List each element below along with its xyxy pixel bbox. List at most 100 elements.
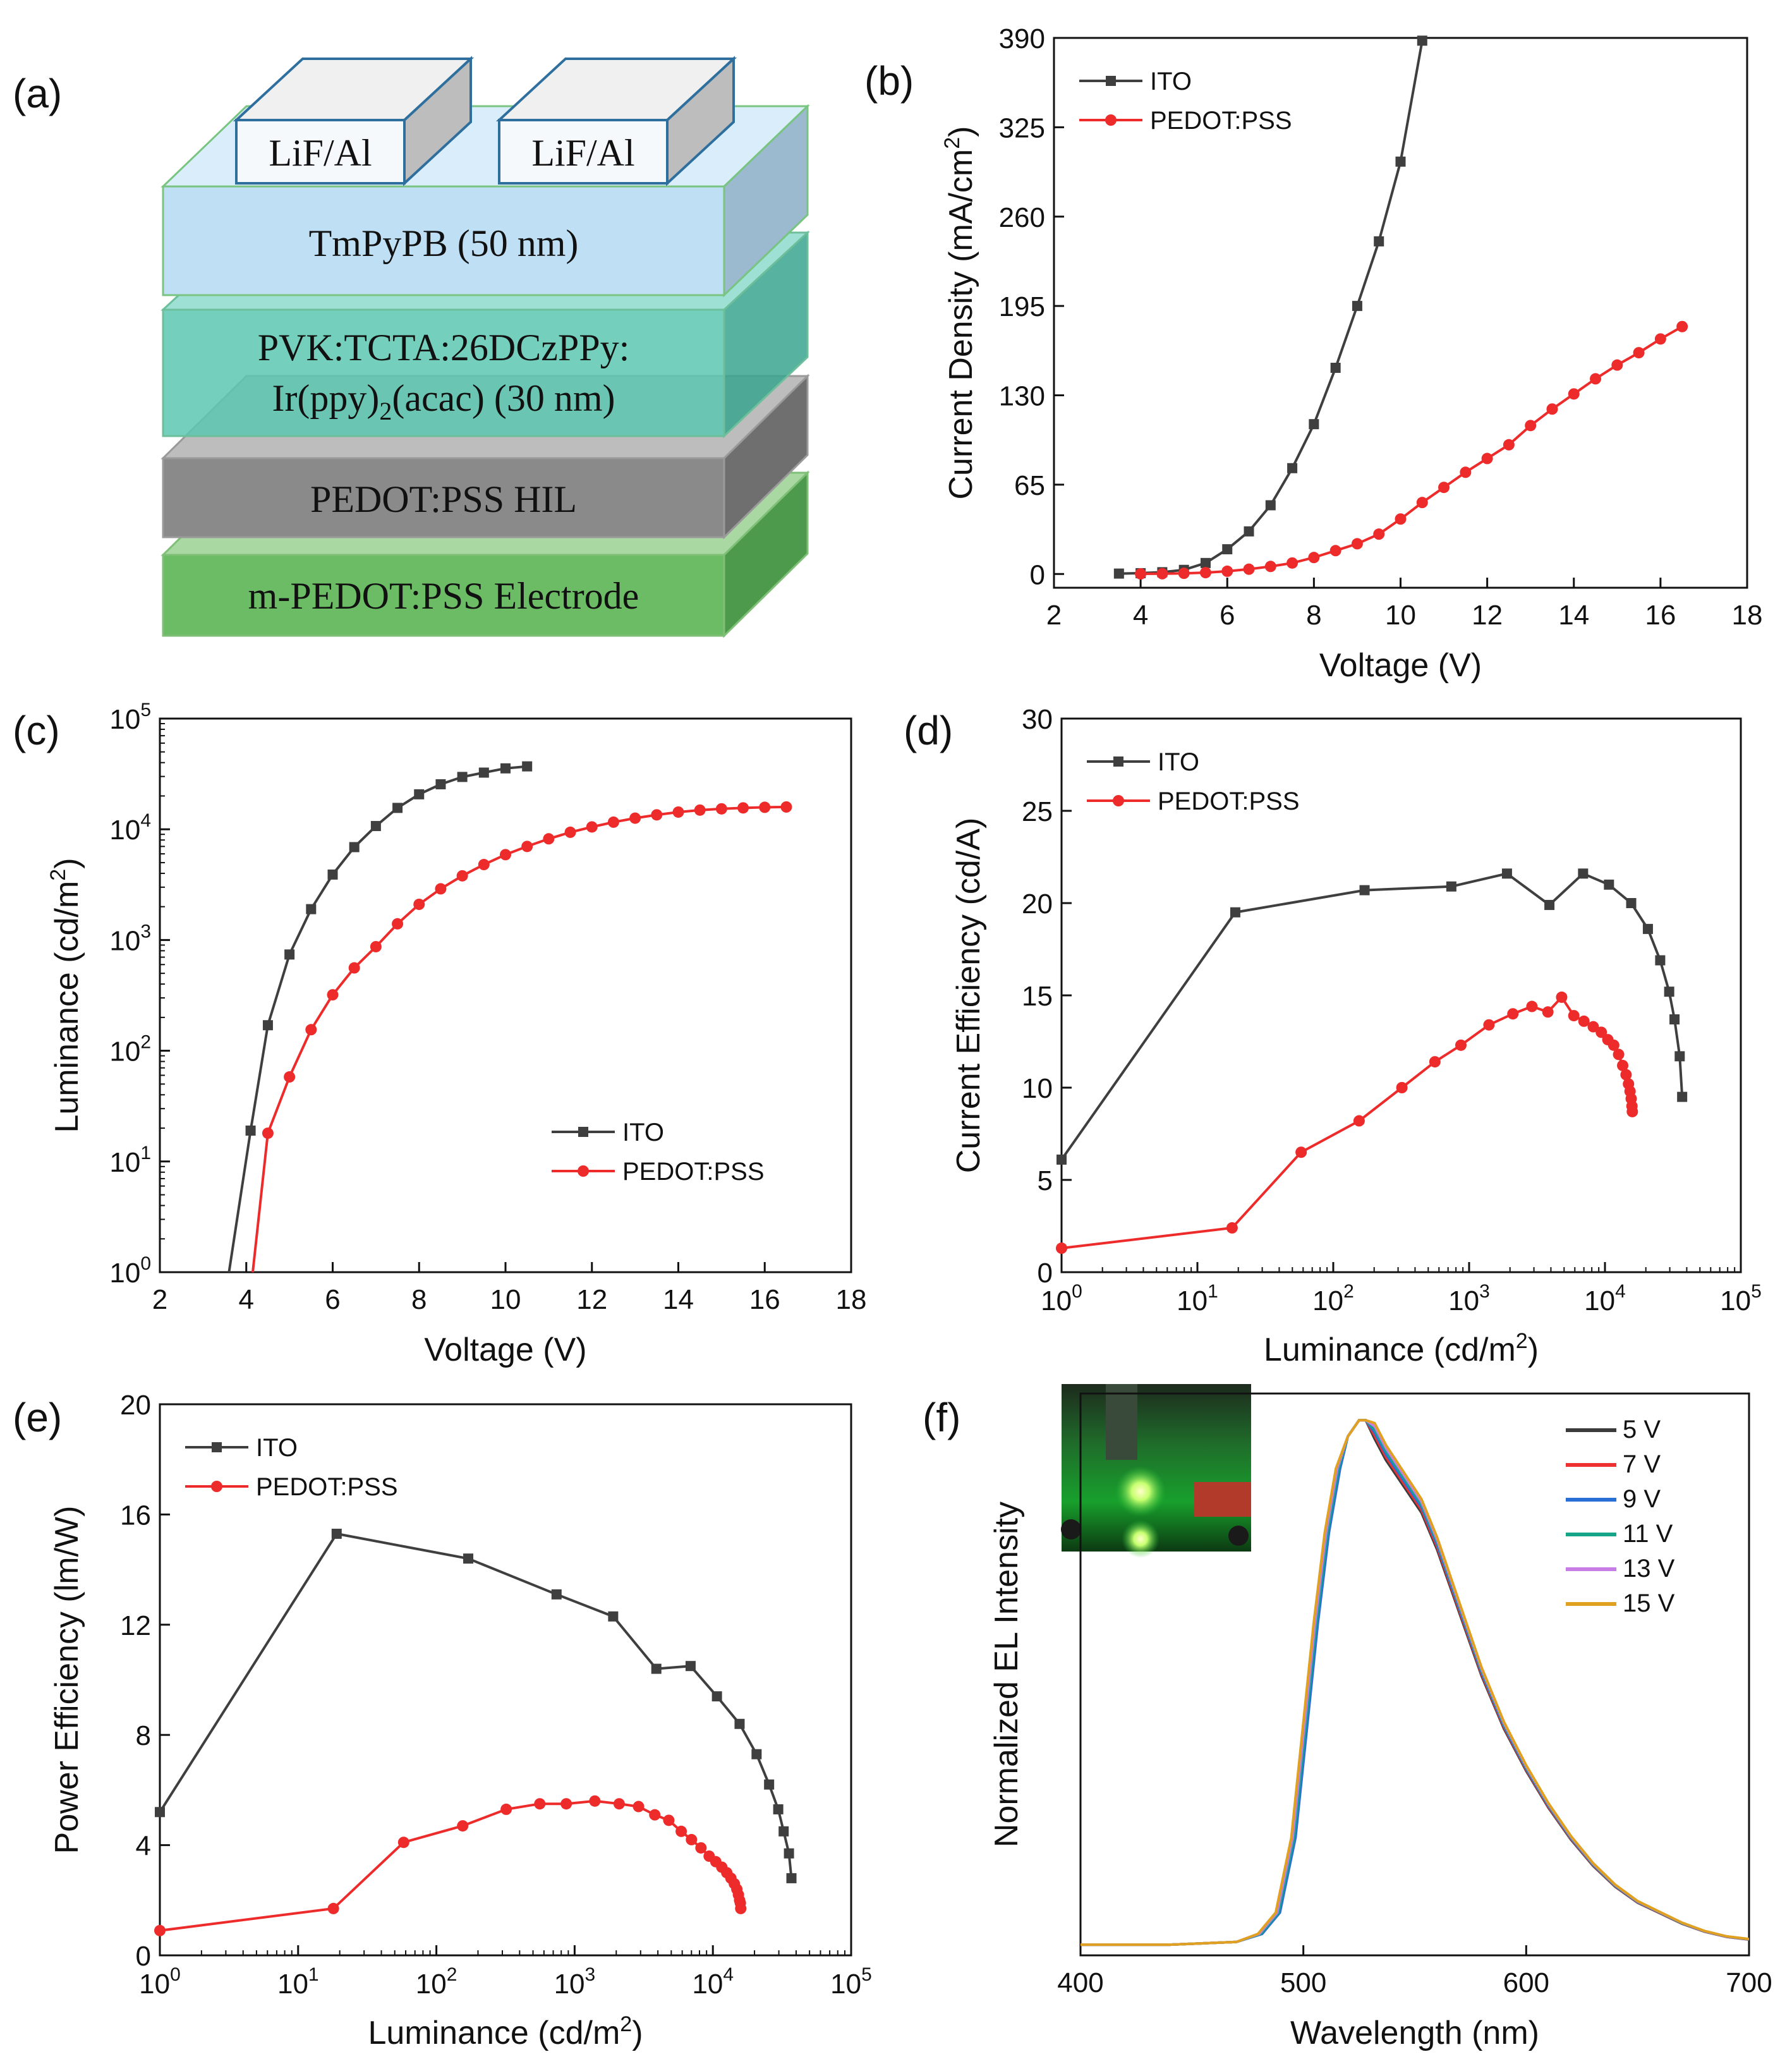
data-point-pedot: [1546, 403, 1558, 415]
data-point-pedot: [543, 833, 555, 845]
data-point-ito: [284, 949, 295, 960]
data-point-pedot: [629, 812, 641, 824]
legend-label: PEDOT:PSS: [1158, 787, 1300, 815]
data-point-ito: [1669, 1014, 1680, 1024]
x-tick-label: 101: [277, 1964, 319, 2000]
data-point-ito: [392, 803, 403, 813]
x-tick-label: 102: [1312, 1281, 1354, 1316]
legend-label: 9 V: [1623, 1485, 1661, 1513]
data-point-pedot: [284, 1071, 296, 1083]
panel-label-a: (a): [13, 71, 62, 116]
panel-b: (b) 2 4 6 8 10 12 14 16 18 0 65 130 195 260 325 390 Volt…: [864, 23, 1762, 684]
y-tick-label: 100: [109, 1253, 151, 1289]
inset-photo-screw-2: [1228, 1526, 1249, 1546]
data-point-pedot: [500, 849, 511, 861]
data-point-pedot: [154, 1924, 166, 1936]
x-tick-label: 500: [1280, 1967, 1326, 1998]
data-point-pedot: [663, 1814, 675, 1826]
data-point-pedot: [1351, 538, 1363, 550]
legend-label: 15 V: [1623, 1589, 1675, 1617]
panel-a: (a) m-PEDOT:PSS Electrode PEDOT:PSS HIL …: [13, 56, 810, 638]
y-tick-label: 30: [1022, 704, 1053, 735]
inset-photo-frame: [1062, 1384, 1251, 1552]
data-point-pedot: [478, 859, 490, 871]
x-tick-label: 104: [1584, 1281, 1626, 1316]
y-tick-label: 20: [120, 1390, 151, 1421]
legend-label: PEDOT:PSS: [1150, 107, 1292, 135]
plot-frame-f: [1079, 1392, 1750, 1957]
y-tick-label: 130: [999, 381, 1045, 412]
x-tick-label: 103: [554, 1964, 596, 2000]
legend-label: ITO: [1150, 68, 1192, 95]
data-point-ito: [262, 1020, 273, 1031]
x-tick-label: 14: [1558, 600, 1589, 631]
data-point-pedot: [1373, 528, 1385, 540]
data-point-ito: [457, 772, 468, 782]
data-point-pedot: [564, 826, 576, 838]
data-point-ito: [651, 1663, 662, 1674]
data-point-ito: [522, 761, 533, 772]
data-point-pedot: [1056, 1242, 1067, 1254]
data-point-pedot: [1438, 482, 1450, 494]
inset-photo-probe: [1106, 1384, 1137, 1460]
data-point-pedot: [695, 1842, 707, 1854]
y-tick-label: 105: [109, 700, 151, 735]
data-point-ito: [1604, 879, 1614, 890]
data-point-ito: [1222, 544, 1233, 555]
series-line-ito: [1062, 872, 1684, 1161]
x-axis-label: Wavelength (nm): [1290, 2015, 1539, 2051]
data-point-ito: [1330, 363, 1341, 373]
data-point-ito: [734, 1718, 745, 1729]
y-tick-label: 10: [1022, 1073, 1053, 1104]
x-tick-label: 8: [1306, 600, 1321, 631]
cathode-2: LiF/Al: [495, 56, 737, 186]
legend-marker: [578, 1127, 588, 1137]
plot-frame-c: [159, 717, 852, 1273]
data-point-ito: [155, 1807, 165, 1818]
data-point-ito: [435, 779, 446, 789]
data-point-pedot: [649, 1809, 661, 1821]
data-point-pedot: [1329, 545, 1341, 557]
y-axis-label: Luminance (cd/m2): [46, 858, 85, 1133]
data-point-pedot: [1483, 1019, 1495, 1031]
data-point-ito: [1200, 557, 1211, 568]
panel-label-f: (f): [923, 1395, 960, 1440]
data-point-ito: [751, 1749, 762, 1759]
data-point-pedot: [737, 802, 749, 814]
data-point-pedot: [370, 940, 382, 952]
x-tick-label: 12: [576, 1284, 607, 1315]
data-point-ito: [1544, 899, 1555, 910]
data-point-ito: [764, 1779, 775, 1790]
data-point-pedot: [1542, 1006, 1554, 1018]
panel-label-c: (c): [13, 708, 60, 753]
layer-electrode-label: m-PEDOT:PSS Electrode: [248, 575, 639, 617]
data-point-pedot: [1611, 359, 1623, 371]
data-point-pedot: [413, 898, 425, 910]
x-tick-label: 100: [139, 1964, 181, 2000]
data-point-pedot: [589, 1795, 601, 1807]
data-point-ito: [711, 1691, 722, 1702]
data-point-pedot: [1481, 452, 1493, 465]
legend-marker: [578, 1165, 589, 1177]
legend-marker: [212, 1442, 222, 1452]
x-tick-label: 10: [490, 1284, 521, 1315]
x-tick-label: 16: [1645, 600, 1676, 631]
x-tick-label: 6: [325, 1284, 340, 1315]
data-point-pedot: [500, 1803, 512, 1815]
data-point-ito: [778, 1826, 789, 1837]
y-tick-label: 102: [109, 1032, 151, 1067]
x-axis-label: Voltage (V): [1319, 647, 1482, 684]
device-photo-inset: [1061, 1384, 1251, 1558]
data-point-pedot: [1568, 1010, 1580, 1022]
legend-label: 11 V: [1623, 1520, 1673, 1548]
data-point-pedot: [607, 816, 619, 828]
data-point-ito: [551, 1589, 562, 1600]
inset-photo-clip: [1194, 1482, 1251, 1517]
y-tick-label: 103: [109, 921, 151, 956]
y-tick-label: 260: [999, 202, 1045, 233]
data-point-pedot: [1308, 552, 1320, 564]
data-point-pedot: [1353, 1115, 1365, 1127]
data-point-pedot: [686, 1833, 698, 1845]
legend-marker: [1113, 795, 1124, 806]
data-point-ito: [1359, 885, 1370, 896]
